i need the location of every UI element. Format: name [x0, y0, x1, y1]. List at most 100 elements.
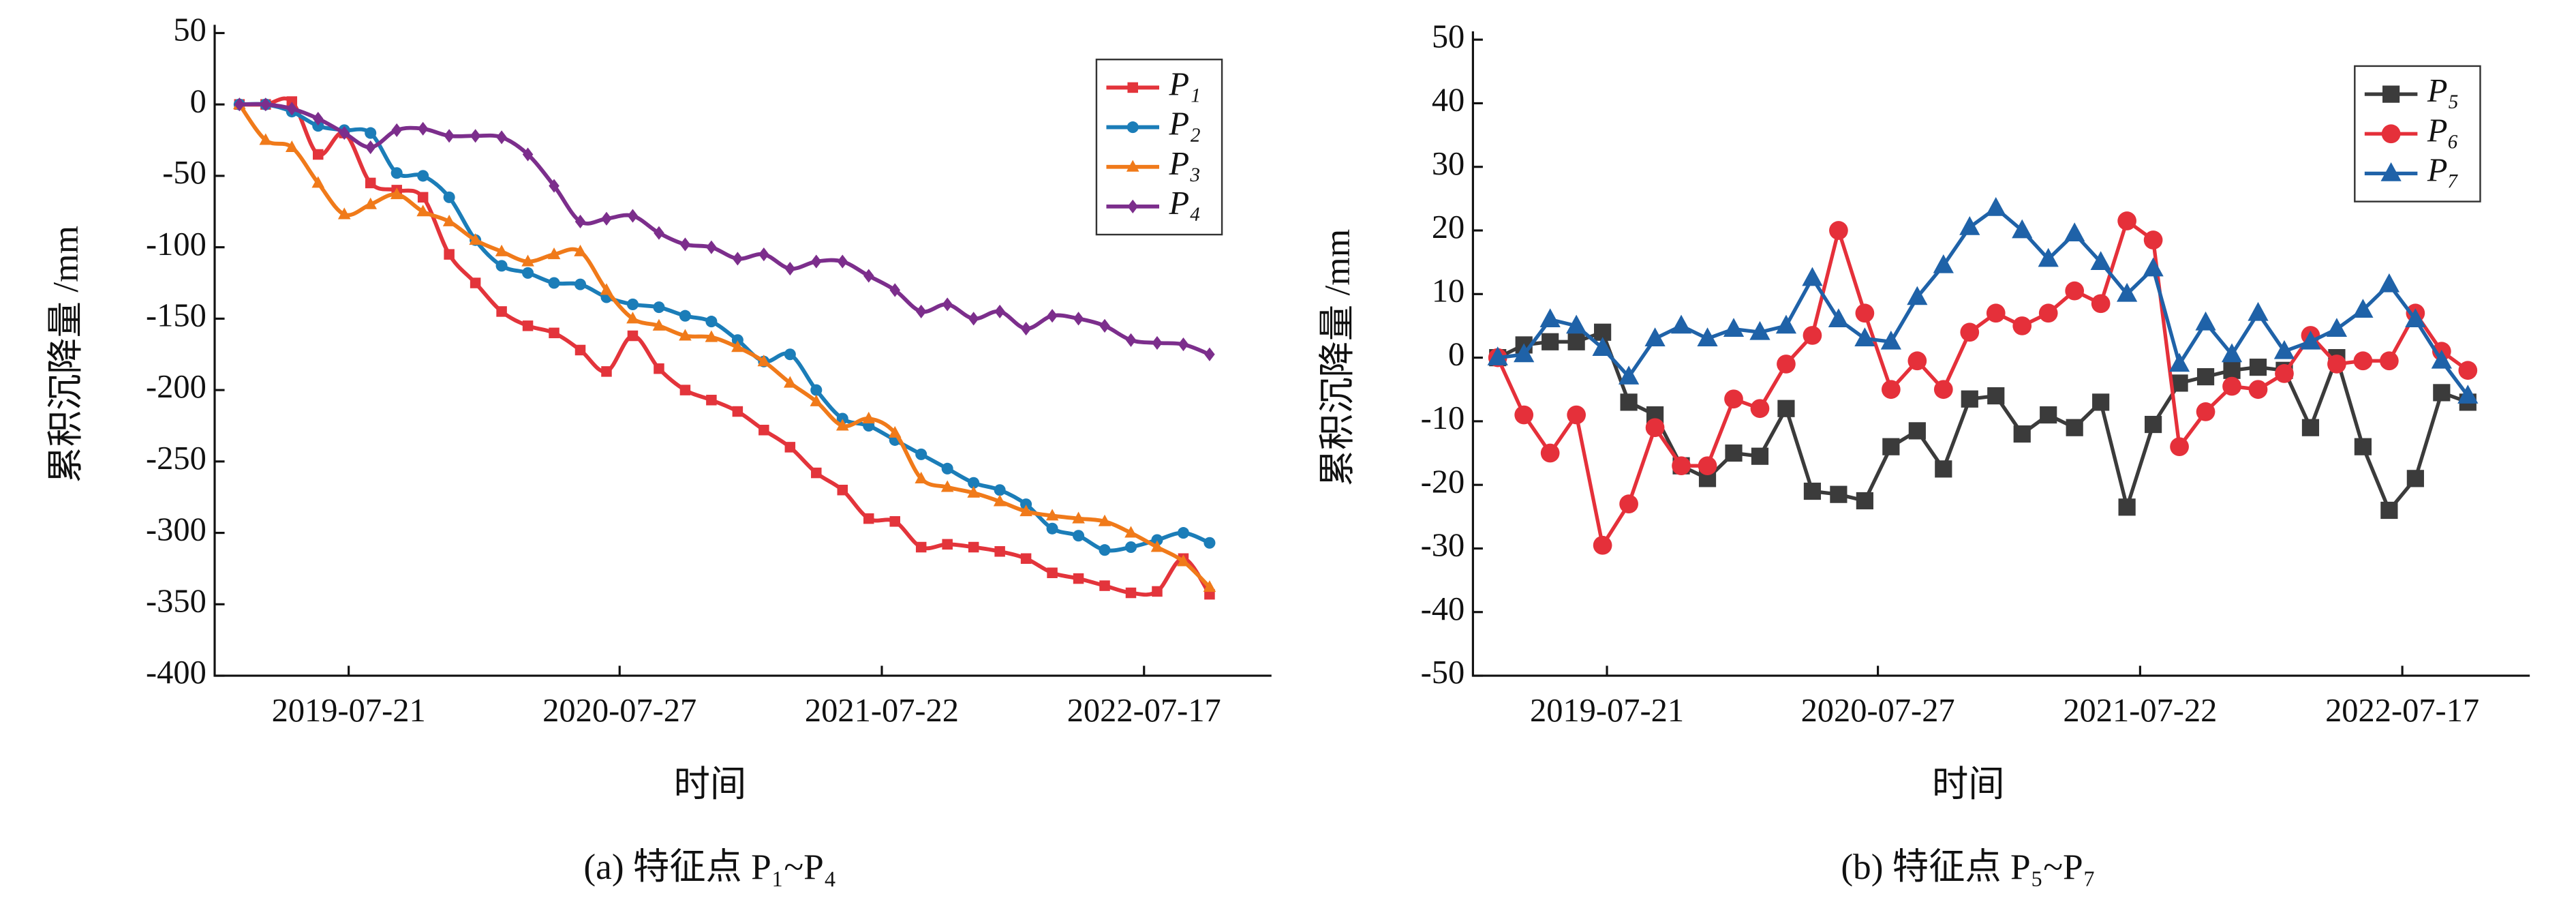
marker	[654, 226, 664, 240]
marker	[1985, 196, 2006, 216]
marker	[1725, 444, 1743, 462]
marker	[889, 283, 900, 297]
y-axis-label: 累积沉降量 /mm	[1317, 229, 1358, 487]
marker	[2064, 222, 2085, 242]
marker	[968, 477, 980, 489]
marker	[2170, 437, 2189, 457]
marker	[1829, 221, 1848, 240]
marker	[994, 546, 1005, 557]
marker	[1542, 333, 1559, 350]
marker	[2249, 358, 2267, 376]
y-tick-label: 20	[1432, 209, 1465, 245]
marker	[444, 249, 455, 260]
y-axis-label: 累积沉降量 /mm	[46, 226, 86, 483]
marker	[1698, 456, 1717, 476]
marker	[994, 304, 1005, 318]
marker	[2381, 124, 2401, 144]
marker	[1802, 267, 1823, 286]
marker	[2118, 498, 2136, 516]
marker	[1540, 443, 1560, 463]
marker	[731, 334, 743, 346]
marker	[915, 448, 927, 460]
marker	[260, 97, 271, 112]
marker	[1645, 418, 1665, 438]
caption: (a) 特征点 P₁~P₄	[583, 847, 836, 887]
marker	[626, 312, 639, 324]
y-tick-label: 40	[1432, 82, 1465, 119]
marker	[1019, 505, 1032, 517]
marker	[2066, 419, 2083, 436]
marker	[2380, 501, 2398, 520]
marker	[941, 462, 953, 475]
marker	[286, 96, 298, 107]
marker	[259, 133, 273, 145]
marker	[390, 167, 403, 179]
marker	[495, 260, 508, 272]
marker	[1124, 541, 1137, 554]
marker	[1830, 485, 1847, 503]
marker	[2326, 318, 2348, 337]
marker	[601, 211, 612, 226]
marker	[1959, 215, 1980, 235]
marker	[810, 394, 823, 406]
marker	[365, 140, 376, 155]
marker	[285, 140, 298, 153]
marker	[600, 283, 613, 295]
marker	[522, 320, 534, 331]
marker	[915, 304, 927, 318]
marker	[1592, 337, 1613, 356]
y-tick-label: -20	[1421, 464, 1465, 500]
marker	[365, 127, 377, 139]
y-tick-label: -300	[146, 512, 206, 548]
x-tick-label: 2022-07-17	[2325, 693, 2479, 729]
marker	[1127, 82, 1138, 93]
marker	[994, 484, 1006, 496]
marker	[1098, 514, 1111, 526]
marker	[627, 330, 639, 342]
marker	[837, 254, 848, 269]
y-tick-label: -50	[1421, 655, 1465, 691]
marker	[1593, 535, 1612, 555]
marker	[547, 247, 561, 260]
marker	[1775, 314, 1797, 334]
marker	[2012, 219, 2033, 239]
marker	[2012, 316, 2032, 335]
marker	[286, 102, 298, 116]
marker	[470, 129, 481, 143]
marker	[679, 385, 691, 395]
marker	[390, 187, 403, 200]
marker	[522, 267, 534, 279]
y-tick-label: 50	[173, 12, 206, 48]
y-tick-label: 50	[1432, 18, 1465, 55]
marker	[1539, 308, 1561, 327]
marker	[2433, 384, 2451, 402]
marker	[2065, 281, 2085, 301]
marker	[521, 254, 534, 267]
marker	[679, 329, 692, 341]
marker	[1047, 309, 1058, 323]
x-tick-label: 2020-07-27	[542, 693, 696, 729]
marker	[732, 252, 743, 266]
marker	[2300, 330, 2321, 350]
marker	[522, 147, 534, 162]
legend-label: P₇	[2427, 153, 2459, 189]
x-tick-label: 2021-07-22	[805, 693, 959, 729]
marker	[1099, 580, 1110, 591]
marker	[1907, 351, 1927, 371]
marker	[417, 170, 429, 182]
legend-label: P₆	[2427, 112, 2459, 149]
marker	[626, 298, 639, 310]
marker	[653, 301, 665, 314]
marker	[2092, 393, 2110, 411]
marker	[915, 471, 928, 483]
marker	[1933, 380, 1953, 400]
marker	[2168, 352, 2190, 372]
marker	[2040, 406, 2057, 424]
marker	[1514, 343, 1535, 363]
marker	[810, 384, 823, 396]
caption: (b) 特征点 P₅~P₇	[1841, 847, 2096, 887]
marker	[757, 355, 771, 367]
marker	[1178, 337, 1189, 352]
marker	[2327, 355, 2346, 374]
